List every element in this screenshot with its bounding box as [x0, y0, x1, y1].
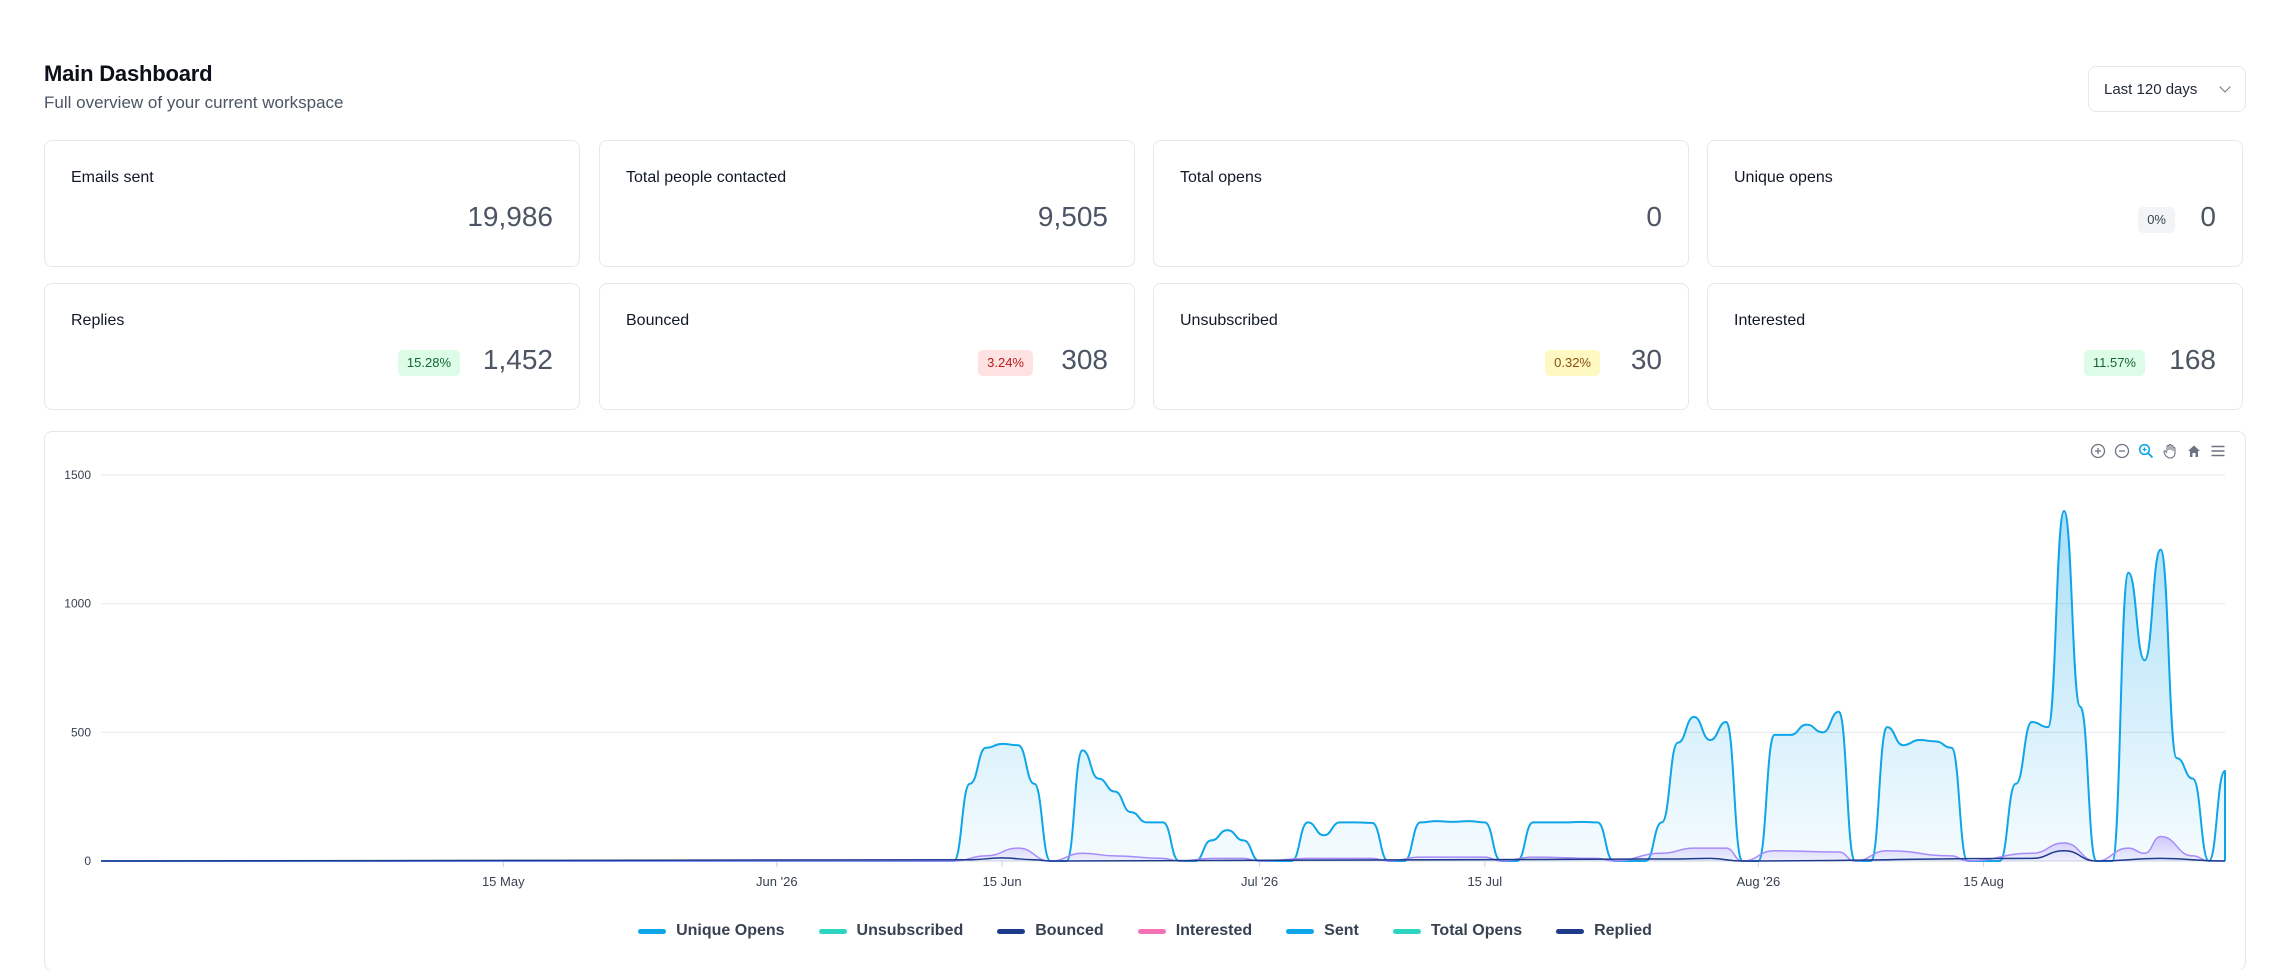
stat-label: Replies [71, 312, 125, 329]
x-tick-label: Aug '26 [1737, 874, 1781, 889]
legend-label: Replied [1594, 922, 1652, 939]
series-line-replied [100, 835, 2225, 862]
legend-swatch [1556, 928, 1585, 934]
x-tick-label: 15 Jul [1467, 874, 1502, 889]
stat-badge: 15.28% [397, 350, 460, 376]
stat-badge: 0.32% [1545, 350, 1600, 376]
stat-badge: 11.57% [2083, 350, 2145, 376]
legend-item[interactable]: Unsubscribed [818, 922, 964, 940]
chart-legend: Unique Opens Unsubscribed Bounced Intereste… [45, 922, 2245, 940]
stat-label: Interested [1734, 312, 1806, 329]
chart-toolbar [2089, 442, 2227, 460]
stat-value: 308 [1061, 344, 1108, 375]
legend-label: Total Opens [1430, 922, 1523, 939]
legend-swatch [1286, 928, 1315, 934]
pan-hand-icon[interactable] [2161, 442, 2179, 460]
y-tick-label: 1000 [64, 597, 91, 611]
stat-card-emails-sent: Emails sent 19,986 [44, 140, 580, 267]
legend-item[interactable]: Unique Opens [638, 922, 785, 940]
stat-card-unique-opens: Unique opens 0% 0 [1707, 140, 2243, 267]
legend-swatch [997, 928, 1026, 934]
stat-label: Total people contacted [626, 169, 787, 186]
date-range-select[interactable]: Last 120 days [2088, 66, 2246, 112]
stat-card-people-contacted: Total people contacted 9,505 [599, 140, 1135, 267]
stat-label: Bounced [626, 312, 690, 329]
stat-value: 19,986 [467, 201, 553, 232]
stat-label: Emails sent [71, 169, 154, 186]
x-tick-label: Jun '26 [756, 874, 798, 889]
stat-label: Unsubscribed [1180, 312, 1278, 329]
stat-value: 168 [2169, 344, 2216, 375]
x-tick-label: 15 May [482, 874, 525, 889]
stat-card-bounced: Bounced 3.24% 308 [599, 283, 1135, 410]
stat-value: 30 [1630, 344, 1662, 375]
x-tick-label: Jul '26 [1241, 874, 1278, 889]
legend-swatch [638, 928, 667, 934]
series-area-sent [101, 511, 2225, 861]
y-tick-label: 0 [84, 854, 91, 868]
y-tick-label: 1500 [64, 468, 91, 482]
stat-card-replies: Replies 15.28% 1,452 [44, 283, 580, 410]
stat-label: Total opens [1180, 169, 1262, 186]
legend-swatch [818, 928, 847, 934]
chevron-down-icon [2219, 81, 2231, 93]
legend-item[interactable]: Bounced [997, 922, 1104, 940]
page-subtitle: Full overview of your current workspace [44, 93, 344, 112]
page-title: Main Dashboard [44, 61, 213, 86]
legend-label: Unique Opens [676, 922, 785, 939]
legend-label: Sent [1324, 922, 1359, 939]
stat-badge: 3.24% [978, 350, 1033, 376]
legend-item[interactable]: Replied [1556, 922, 1652, 940]
stat-value: 0 [2200, 201, 2216, 232]
y-tick-label: 500 [71, 725, 91, 739]
stat-value: 1,452 [482, 344, 553, 375]
legend-swatch [1392, 928, 1421, 934]
x-tick-label: 15 Jun [983, 874, 1022, 889]
x-tick-label: 15 Aug [1963, 874, 2004, 889]
legend-item[interactable]: Total Opens [1392, 922, 1523, 940]
zoom-in-icon[interactable] [2089, 442, 2107, 460]
stat-value: 0 [1646, 201, 1662, 232]
legend-label: Bounced [1035, 922, 1104, 939]
zoom-select-icon[interactable] [2137, 442, 2155, 460]
zoom-out-icon[interactable] [2113, 442, 2131, 460]
stat-badge: 0% [2138, 207, 2175, 233]
stat-card-interested: Interested 11.57% 168 [1707, 283, 2243, 410]
menu-icon[interactable] [2209, 442, 2227, 460]
legend-swatch [1137, 928, 1166, 934]
page-header: Main Dashboard Full overview of your cur… [44, 61, 344, 113]
legend-item[interactable]: Interested [1137, 922, 1253, 940]
activity-chart-card: 0 500 1000 1500 15 May Jun '26 15 Jun Jul '26 15… [44, 431, 2246, 970]
series-line-bounced [100, 849, 2226, 862]
legend-item[interactable]: Sent [1286, 922, 1359, 940]
date-range-value: Last 120 days [2104, 80, 2198, 98]
stat-card-unsubscribed: Unsubscribed 0.32% 30 [1153, 283, 1689, 410]
legend-label: Interested [1175, 922, 1253, 939]
activity-chart: 0 500 1000 1500 15 May Jun '26 15 Jun Jul '26 15… [64, 468, 2227, 889]
stat-value: 9,505 [1037, 201, 1108, 232]
series-area-replied [101, 836, 2225, 861]
home-reset-icon[interactable] [2185, 442, 2203, 460]
stat-label: Unique opens [1734, 169, 1833, 186]
stat-card-total-opens: Total opens 0 [1153, 140, 1689, 267]
legend-label: Unsubscribed [856, 922, 964, 939]
